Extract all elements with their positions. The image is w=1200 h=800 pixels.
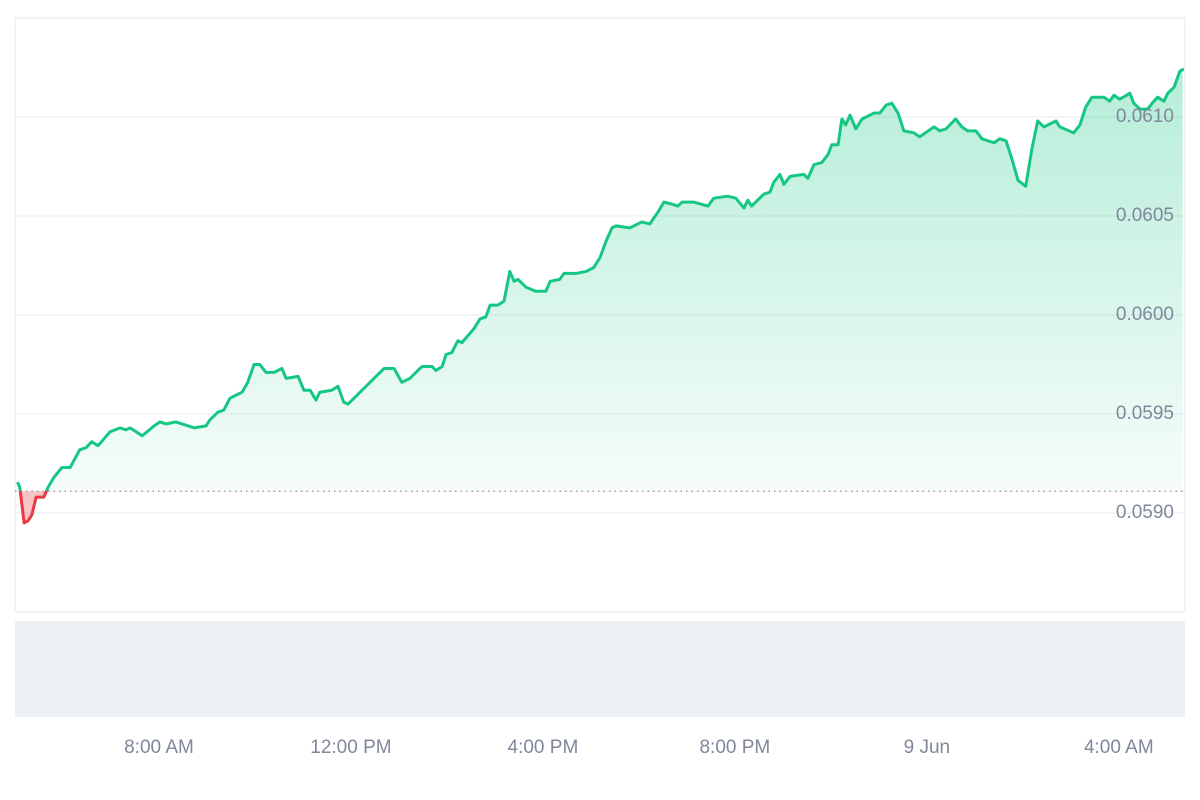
y-tick-label: 0.0595	[1116, 403, 1174, 424]
y-tick-label: 0.0590	[1116, 502, 1174, 523]
x-tick-label: 4:00 AM	[1084, 737, 1154, 758]
x-tick-label: 4:00 PM	[508, 737, 579, 758]
y-tick-label: 0.0600	[1116, 304, 1174, 325]
x-tick-label: 9 Jun	[904, 737, 950, 758]
marks	[15, 67, 1185, 525]
labels: 0.0590 0.0595 0.0600 0.0605 0.0610 8:00 AM 12:…	[124, 106, 1174, 758]
price-line	[16, 67, 1185, 525]
volume-background	[15, 621, 1185, 717]
x-tick-label: 8:00 PM	[699, 737, 770, 758]
x-tick-label: 8:00 AM	[124, 737, 194, 758]
area-fill	[17, 69, 1183, 523]
y-tick-label: 0.0610	[1116, 106, 1174, 127]
y-tick-label: 0.0605	[1116, 205, 1174, 226]
x-tick-label: 12:00 PM	[310, 737, 391, 758]
